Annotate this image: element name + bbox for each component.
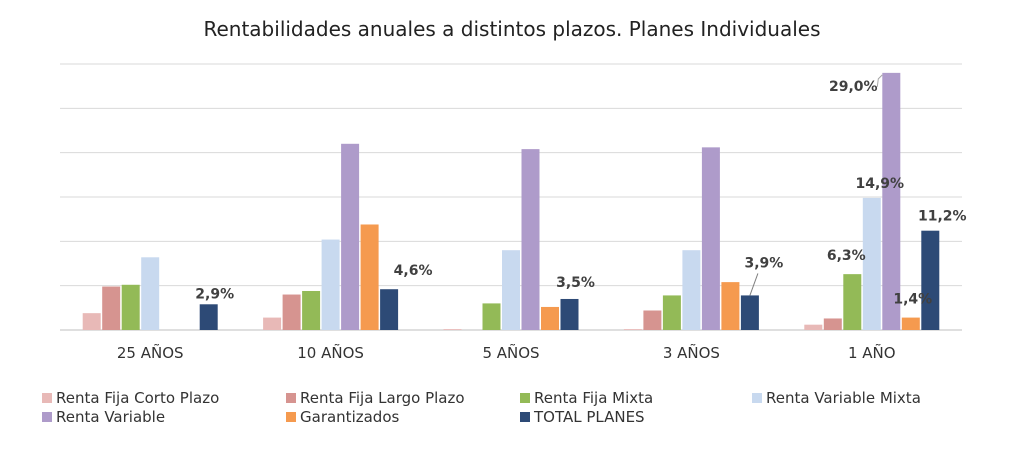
x-tick-label-10-anos: 10 AÑOS <box>297 343 364 362</box>
bar-renta-variable-10-anos <box>341 143 360 330</box>
bar-renta-fija-largo-plazo-25-anos <box>102 286 121 330</box>
legend-label: Renta Fija Corto Plazo <box>56 389 219 407</box>
bar-renta-fija-mixta-3-anos <box>662 295 681 330</box>
legend-item-renta-variable-mixta: Renta Variable Mixta <box>752 389 921 407</box>
legend-label: Renta Fija Largo Plazo <box>300 389 465 407</box>
legend-item-renta-fija-largo-plazo: Renta Fija Largo Plazo <box>286 389 465 407</box>
leader-line <box>749 273 759 296</box>
legend-label: Garantizados <box>300 408 399 426</box>
bar-renta-fija-mixta-25-anos <box>121 284 140 330</box>
bar-garantizados-10-anos <box>360 224 379 330</box>
legend-swatch <box>42 412 52 422</box>
bar-total-planes-5-anos <box>560 298 579 330</box>
bar-renta-fija-mixta-10-anos <box>302 290 321 330</box>
bar-renta-fija-largo-plazo-1-ano <box>823 318 842 330</box>
x-tick-label-3-anos: 3 AÑOS <box>663 343 720 362</box>
x-tick-label-25-anos: 25 AÑOS <box>117 343 184 362</box>
data-label-renta-variable-1-ano: 29,0% <box>829 79 878 95</box>
data-label-renta-fija-mixta-1-ano: 6,3% <box>827 248 866 264</box>
bar-renta-fija-largo-plazo-10-anos <box>282 294 301 330</box>
x-axis: 25 AÑOS 10 AÑOS 5 AÑOS 3 AÑOS 1 AÑO <box>117 343 896 362</box>
data-label-total-planes-3-anos: 3,9% <box>744 255 783 271</box>
bar-renta-fija-corto-plazo-3-anos <box>623 329 642 330</box>
legend-swatch <box>286 393 296 403</box>
bar-renta-variable-5-anos <box>521 149 540 330</box>
data-label-total-planes-25-anos: 2,9% <box>195 286 234 302</box>
bar-renta-fija-mixta-5-anos <box>482 303 501 330</box>
bar-renta-variable-1-ano <box>882 72 901 330</box>
data-labels: 2,9% 4,6% 3,5% 3,9% 11,2% 6,3% 14,9% 29,0% 1,4% <box>195 79 966 308</box>
bar-renta-fija-corto-plazo-25-anos <box>82 313 101 330</box>
bar-total-planes-3-anos <box>740 295 759 330</box>
legend-item-renta-fija-corto-plazo: Renta Fija Corto Plazo <box>42 389 219 407</box>
bars <box>82 72 940 330</box>
legend-label: TOTAL PLANES <box>533 408 645 426</box>
legend-item-renta-fija-mixta: Renta Fija Mixta <box>520 389 653 407</box>
data-label-garantizados-1-ano: 1,4% <box>893 292 932 308</box>
bar-renta-variable-3-anos <box>701 147 720 330</box>
data-label-total-planes-1-ano: 11,2% <box>918 209 967 225</box>
bar-renta-variable-mixta-25-anos <box>141 257 160 330</box>
data-label-total-planes-5-anos: 3,5% <box>556 275 595 291</box>
bar-renta-fija-mixta-1-ano <box>843 274 862 330</box>
legend-label: Renta Fija Mixta <box>534 389 653 407</box>
legend-label: Renta Variable <box>56 408 165 426</box>
bar-garantizados-3-anos <box>721 282 740 330</box>
x-tick-label-1-ano: 1 AÑO <box>848 343 896 362</box>
bar-garantizados-1-ano <box>901 317 920 330</box>
bar-renta-variable-mixta-3-anos <box>682 250 701 330</box>
bar-garantizados-5-anos <box>541 306 559 330</box>
chart-title: Rentabilidades anuales a distintos plazo… <box>203 17 820 41</box>
leader-lines <box>749 74 883 296</box>
bar-renta-fija-corto-plazo-1-ano <box>804 324 823 330</box>
data-label-renta-variable-mixta-1-ano: 14,9% <box>856 176 905 192</box>
bar-total-planes-10-anos <box>380 289 399 330</box>
legend-item-renta-variable: Renta Variable <box>42 408 165 426</box>
legend-label: Renta Variable Mixta <box>766 389 921 407</box>
x-tick-label-5-anos: 5 AÑOS <box>482 343 539 362</box>
legend-swatch <box>520 393 530 403</box>
bar-renta-variable-mixta-5-anos <box>502 250 520 330</box>
bar-renta-fija-largo-plazo-3-anos <box>643 310 662 330</box>
bar-renta-fija-corto-plazo-5-anos <box>443 329 462 330</box>
bar-renta-variable-mixta-10-anos <box>321 239 340 330</box>
legend-swatch <box>752 393 762 403</box>
legend-item-total-planes: TOTAL PLANES <box>520 408 645 426</box>
bar-renta-fija-corto-plazo-10-anos <box>263 317 282 330</box>
leader-line <box>876 74 883 87</box>
bar-renta-variable-mixta-1-ano <box>862 197 881 330</box>
legend-swatch <box>42 393 52 403</box>
legend-swatch <box>520 412 530 422</box>
legend: Renta Fija Corto Plazo Renta Fija Largo P… <box>42 389 921 426</box>
data-label-total-planes-10-anos: 4,6% <box>394 263 433 279</box>
bar-total-planes-1-ano <box>921 230 940 330</box>
legend-swatch <box>286 412 296 422</box>
bar-total-planes-25-anos <box>199 304 218 330</box>
legend-item-garantizados: Garantizados <box>286 408 399 426</box>
